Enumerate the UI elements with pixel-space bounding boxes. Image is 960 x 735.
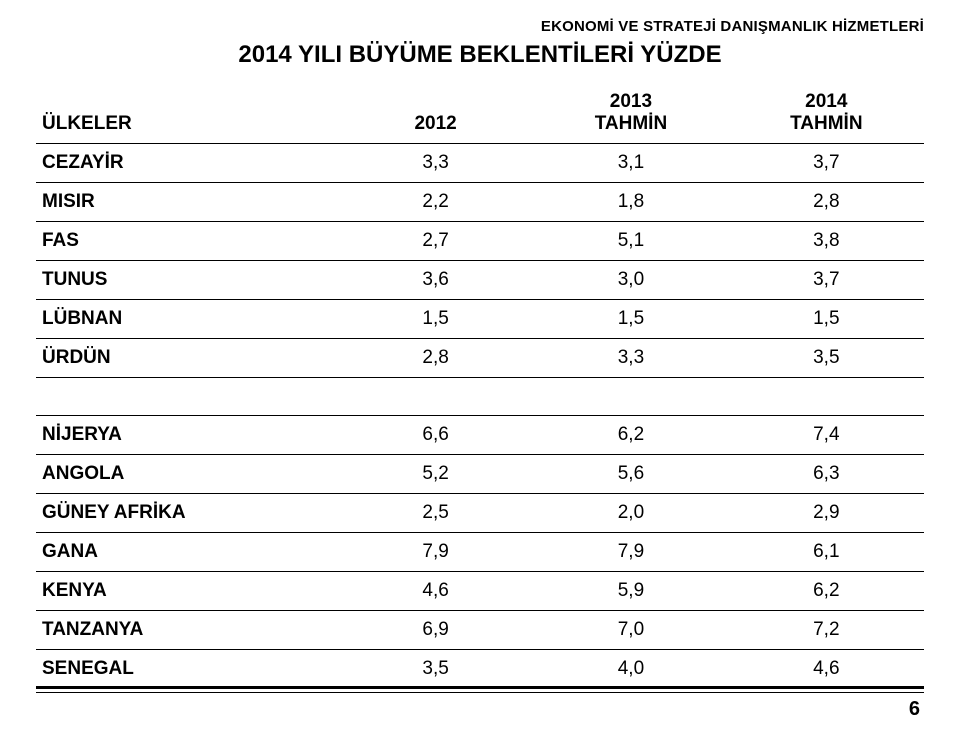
row-val: 4,6 [729,650,924,689]
row-val: 2,5 [338,494,533,533]
row-label: GÜNEY AFRİKA [36,494,338,533]
row-val: 4,6 [338,572,533,611]
table-header-row: ÜLKELER 2012 2013 TAHMİN 2014 TAHMİN [36,87,924,144]
table-row: LÜBNAN 1,5 1,5 1,5 [36,300,924,339]
row-val: 1,5 [533,300,728,339]
row-val: 6,3 [729,455,924,494]
row-val: 2,7 [338,222,533,261]
row-label: NİJERYA [36,416,338,455]
row-val: 7,0 [533,611,728,650]
row-label: TUNUS [36,261,338,300]
table-row: ÜRDÜN 2,8 3,3 3,5 [36,339,924,378]
row-val: 3,6 [338,261,533,300]
table-spacer-row [36,378,924,416]
row-val: 6,1 [729,533,924,572]
row-label: KENYA [36,572,338,611]
row-val: 3,5 [338,650,533,689]
row-val: 7,4 [729,416,924,455]
header-right-text: EKONOMİ VE STRATEJİ DANIŞMANLIK HİZMETLE… [36,18,924,35]
col-header-2014: 2014 TAHMİN [729,87,924,144]
row-val: 3,0 [533,261,728,300]
row-val: 2,8 [729,183,924,222]
row-val: 5,2 [338,455,533,494]
row-val: 1,8 [533,183,728,222]
row-label: GANA [36,533,338,572]
col-header-2013-line1: 2013 [610,91,652,112]
row-val: 3,8 [729,222,924,261]
page-number: 6 [909,698,920,721]
page: EKONOMİ VE STRATEJİ DANIŞMANLIK HİZMETLE… [0,0,960,735]
col-header-2013-line2: TAHMİN [595,113,667,134]
table-row: TUNUS 3,6 3,0 3,7 [36,261,924,300]
table-row: GANA 7,9 7,9 6,1 [36,533,924,572]
table-body: CEZAYİR 3,3 3,1 3,7 MISIR 2,2 1,8 2,8 FA… [36,144,924,689]
row-val: 6,2 [729,572,924,611]
row-val: 1,5 [729,300,924,339]
footer-rule-thin [36,692,924,693]
col-header-2014-line1: 2014 [805,91,847,112]
row-label: ÜRDÜN [36,339,338,378]
footer-rule [36,686,924,689]
row-val: 5,1 [533,222,728,261]
row-label: SENEGAL [36,650,338,689]
table-row: SENEGAL 3,5 4,0 4,6 [36,650,924,689]
row-val: 7,2 [729,611,924,650]
row-label: ANGOLA [36,455,338,494]
row-label: CEZAYİR [36,144,338,183]
row-val: 6,6 [338,416,533,455]
table-row: CEZAYİR 3,3 3,1 3,7 [36,144,924,183]
row-label: FAS [36,222,338,261]
row-val: 7,9 [338,533,533,572]
row-val: 6,9 [338,611,533,650]
col-header-countries: ÜLKELER [36,87,338,144]
row-val: 3,3 [338,144,533,183]
table-row: FAS 2,7 5,1 3,8 [36,222,924,261]
data-table: ÜLKELER 2012 2013 TAHMİN 2014 TAHMİN CEZ… [36,87,924,689]
row-val: 3,7 [729,144,924,183]
row-val: 3,5 [729,339,924,378]
col-header-2013: 2013 TAHMİN [533,87,728,144]
page-title: 2014 YILI BÜYÜME BEKLENTİLERİ YÜZDE [36,41,924,69]
table-row: ANGOLA 5,2 5,6 6,3 [36,455,924,494]
col-header-2012: 2012 [338,87,533,144]
table-row: GÜNEY AFRİKA 2,5 2,0 2,9 [36,494,924,533]
row-val: 2,8 [338,339,533,378]
row-label: TANZANYA [36,611,338,650]
row-val: 3,3 [533,339,728,378]
row-val: 2,9 [729,494,924,533]
table-row: NİJERYA 6,6 6,2 7,4 [36,416,924,455]
table-row: MISIR 2,2 1,8 2,8 [36,183,924,222]
row-val: 5,9 [533,572,728,611]
row-val: 3,7 [729,261,924,300]
row-val: 3,1 [533,144,728,183]
table-row: KENYA 4,6 5,9 6,2 [36,572,924,611]
row-label: LÜBNAN [36,300,338,339]
row-val: 7,9 [533,533,728,572]
table-row: TANZANYA 6,9 7,0 7,2 [36,611,924,650]
col-header-2014-line2: TAHMİN [790,113,862,134]
row-val: 2,2 [338,183,533,222]
row-val: 6,2 [533,416,728,455]
row-val: 1,5 [338,300,533,339]
row-val: 5,6 [533,455,728,494]
row-label: MISIR [36,183,338,222]
row-val: 4,0 [533,650,728,689]
row-val: 2,0 [533,494,728,533]
